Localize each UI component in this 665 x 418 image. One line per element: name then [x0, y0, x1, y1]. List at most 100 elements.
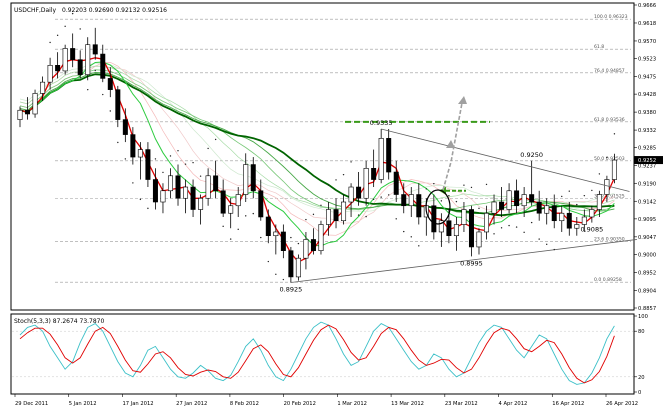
sar-dot [485, 183, 488, 186]
sar-dot [139, 198, 142, 201]
fib-label: 61.8 [594, 44, 604, 50]
sar-dot [433, 182, 435, 185]
sar-dot [448, 194, 450, 197]
sar-dot [320, 204, 322, 207]
candle-body [514, 190, 520, 207]
annotations: 0.9335 0.9250 0.8995 0.9085 0.8925 [280, 119, 604, 294]
candle-body [574, 224, 580, 229]
y-tick-label: 0.9095 [638, 217, 656, 223]
fib-label: 23.6 0.90350 [594, 236, 625, 242]
candle-body [235, 194, 241, 207]
sar-dot [282, 278, 285, 281]
candle-body [386, 138, 392, 173]
sar-dot [515, 226, 518, 228]
sar-dot [500, 227, 503, 229]
stoch-tick-label: 100 [638, 314, 648, 320]
sar-dot [275, 273, 277, 275]
candle-body [453, 224, 459, 237]
sar-dot [530, 221, 533, 224]
fib-label: 0.0 0.89258 [594, 277, 622, 283]
x-tick-label: 1 Mar 2012 [337, 401, 367, 407]
x-tick-label: 27 Jan 2012 [176, 401, 207, 407]
sar-dot [508, 224, 510, 227]
candle-body [521, 194, 527, 207]
price-annotation: 0.9335 [370, 119, 393, 127]
y-tick-label: 0.8952 [638, 270, 656, 276]
y-tick-label: 0.9142 [638, 199, 656, 205]
candle-body [431, 205, 437, 233]
sar-dot [350, 161, 352, 163]
sar-dot [606, 156, 608, 159]
candle-body [220, 190, 226, 214]
sar-dot [192, 161, 194, 164]
candle-body [536, 201, 542, 214]
time-axis: 29 Dec 2011 5 Jan 2012 17 Jan 2012 27 Jan 2… [14, 394, 638, 407]
candle-body [596, 194, 602, 210]
candle-body [160, 190, 166, 203]
x-tick-label: 16 Apr 2012 [552, 401, 584, 407]
stoch-label: Stoch(5,3,3) 87.2674 73.7870 [14, 318, 105, 325]
stoch-signal-line [19, 324, 615, 384]
x-tick-label: 29 Dec 2011 [15, 401, 48, 407]
sar-dot [267, 260, 270, 263]
sar-dot [380, 196, 382, 198]
candle-body [506, 190, 512, 210]
candle-body [461, 209, 467, 225]
sar-dot [312, 213, 315, 216]
sar-dot [117, 141, 119, 144]
y-tick-label: 0.9380 [638, 110, 656, 116]
candle-body [152, 179, 158, 203]
fib-label: 61.8 0.93536 [594, 117, 625, 123]
candle-body [325, 209, 331, 225]
sar-dot [109, 110, 111, 112]
sar-dot [598, 173, 601, 175]
sar-dot [403, 230, 405, 233]
sar-dot [418, 245, 420, 247]
candle-body [288, 250, 294, 278]
price-annotation: 0.8995 [460, 259, 483, 267]
candle-body [32, 93, 38, 115]
candle-body [145, 149, 151, 180]
candle-body [47, 65, 53, 83]
sar-dot [463, 184, 465, 186]
fib-label: 76.4 0.94857 [594, 68, 625, 74]
projection-arrow-line [442, 102, 463, 191]
candle-body [333, 209, 339, 222]
candle-body [491, 201, 497, 214]
stoch-tick-label: 20 [638, 375, 645, 381]
sar-dot [102, 93, 104, 96]
sar-dot [305, 218, 307, 221]
candle-body [250, 164, 256, 192]
y-tick-label: 0.9523 [638, 57, 656, 63]
candle-body [70, 48, 76, 60]
last-price-label: 0.9252 [638, 158, 656, 164]
price-annotation: 0.9085 [580, 226, 603, 234]
x-tick-label: 17 Jan 2012 [122, 401, 153, 407]
stoch-tick-label: 80 [638, 329, 645, 335]
sar-dot [64, 25, 66, 28]
y-tick-label: 0.9618 [638, 21, 656, 27]
candle-body [303, 239, 309, 259]
candle-body [100, 53, 106, 79]
candle-body [446, 220, 452, 237]
y-tick-label: 0.8904 [638, 288, 657, 294]
candle-body [55, 65, 61, 72]
y-tick-label: 0.9428 [638, 92, 656, 98]
candle-body [318, 224, 324, 251]
candle-body [175, 175, 181, 199]
candle-body [122, 119, 128, 135]
sar-dot [493, 233, 495, 235]
ma-line-10 [19, 61, 615, 236]
candle-body [137, 149, 143, 158]
candle-body [258, 190, 264, 218]
candle-body [476, 231, 482, 248]
sar-dot [365, 215, 367, 218]
sar-dot [132, 182, 134, 184]
main-panel-frame [10, 2, 635, 311]
candle-body [205, 175, 211, 199]
sar-dot [455, 200, 458, 203]
x-tick-label: 4 Apr 2012 [499, 401, 528, 407]
sar-dot [523, 231, 525, 234]
candle-body [438, 220, 444, 233]
